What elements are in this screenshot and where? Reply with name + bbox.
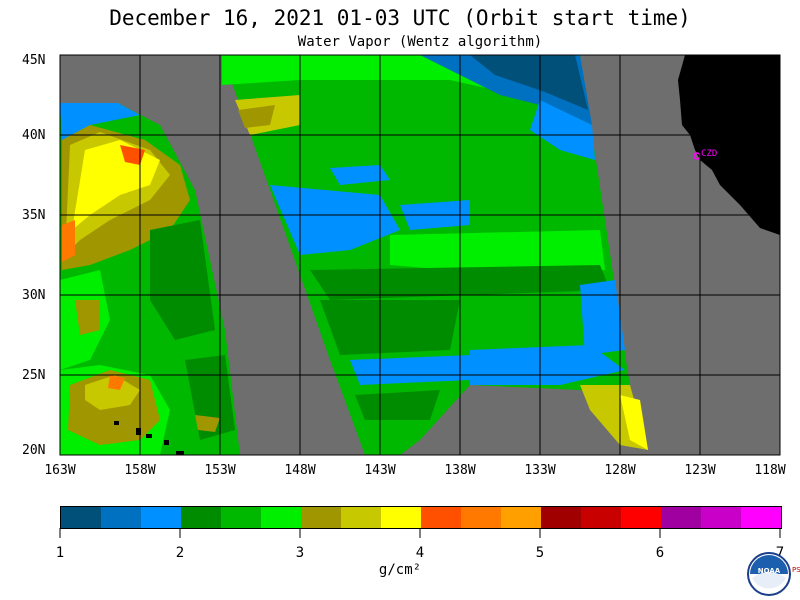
lon-label-148w: 148W — [284, 463, 316, 478]
map-subtitle: Water Vapor (Wentz algorithm) — [297, 34, 543, 50]
lat-label-25n: 25N — [22, 368, 46, 383]
colorbar-swatch — [221, 507, 261, 528]
plot-frame — [59, 54, 781, 456]
map-title: December 16, 2021 01-03 UTC (Orbit start… — [109, 6, 691, 30]
lon-label-153w: 153W — [204, 463, 236, 478]
colorbar-tick-4: 4 — [415, 545, 425, 561]
colorbar-swatch — [101, 507, 141, 528]
colorbar-swatch — [261, 507, 301, 528]
colorbar-swatch — [141, 507, 181, 528]
noaa-logo: NOAA — [747, 552, 791, 596]
colorbar-swatch — [421, 507, 461, 528]
hawaiian-islands — [114, 421, 184, 455]
colorbar-tick-1: 1 — [55, 545, 65, 561]
colorbar-ticks — [59, 528, 781, 538]
lat-label-30n: 30N — [22, 288, 46, 303]
colorbar-tick-5: 5 — [535, 545, 545, 561]
lat-label-45n: 45N — [22, 53, 46, 68]
colorbar-swatch — [661, 507, 701, 528]
lon-label-138w: 138W — [444, 463, 476, 478]
colorbar-swatch — [301, 507, 341, 528]
colorbar-swatch — [501, 507, 541, 528]
station-label: CZD — [701, 149, 717, 159]
colorbar-units: g/cm² — [378, 562, 422, 578]
colorbar-swatch — [341, 507, 381, 528]
svg-text:NOAA: NOAA — [758, 567, 781, 575]
lat-label-40n: 40N — [22, 128, 46, 143]
lon-label-123w: 123W — [684, 463, 716, 478]
left-swath — [60, 103, 240, 455]
grid-lines — [60, 55, 780, 455]
colorbar-swatch — [581, 507, 621, 528]
lon-label-163w: 163W — [44, 463, 76, 478]
colorbar-swatch — [381, 507, 421, 528]
lon-label-158w: 158W — [124, 463, 156, 478]
colorbar-swatch — [181, 507, 221, 528]
lon-label-143w: 143W — [364, 463, 396, 478]
colorbar-swatch — [701, 507, 741, 528]
psl-text: PSL — [792, 566, 800, 574]
colorbar-tick-7: 7 — [775, 545, 785, 561]
colorbar-tick-6: 6 — [655, 545, 665, 561]
lon-label-133w: 133W — [524, 463, 556, 478]
colorbar-swatch — [461, 507, 501, 528]
colorbar-swatch — [541, 507, 581, 528]
colorbar-swatch — [61, 507, 101, 528]
colorbar — [60, 506, 782, 529]
colorbar-tick-3: 3 — [295, 545, 305, 561]
lon-label-118w: 118W — [754, 463, 786, 478]
lat-label-35n: 35N — [22, 208, 46, 223]
lon-label-128w: 128W — [604, 463, 636, 478]
colorbar-tick-2: 2 — [175, 545, 185, 561]
lat-label-20n: 20N — [22, 443, 46, 458]
middle-swath — [222, 55, 648, 455]
land-mass — [678, 55, 780, 235]
colorbar-swatch — [741, 507, 781, 528]
colorbar-swatch — [621, 507, 661, 528]
